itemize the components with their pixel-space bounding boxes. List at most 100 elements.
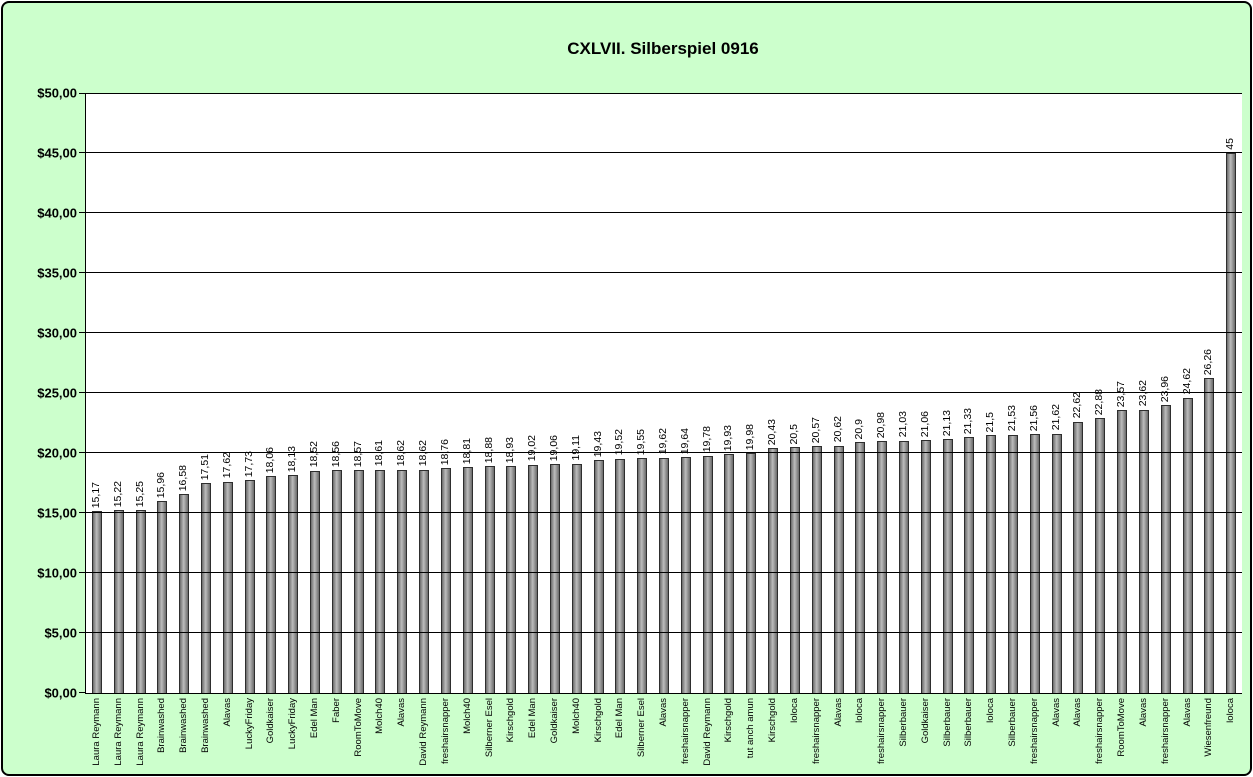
category-label: Alavas bbox=[832, 698, 844, 727]
bar-value-label: 16,58 bbox=[177, 464, 190, 492]
bar bbox=[1095, 418, 1106, 693]
category-label: freshairsnapper bbox=[810, 698, 822, 765]
category-label: Kirschgold bbox=[766, 698, 778, 743]
bar-value-label: 19,06 bbox=[548, 435, 561, 462]
bar-column: 23,57 bbox=[1111, 93, 1133, 693]
bar bbox=[135, 510, 146, 693]
bar-column: 21,13 bbox=[937, 93, 959, 693]
category-cell: freshairsnapper bbox=[675, 695, 697, 777]
category-label: loloca bbox=[985, 698, 996, 723]
bar-column: 15,17 bbox=[86, 93, 108, 693]
y-axis-tick bbox=[79, 692, 85, 693]
category-label: Alavas bbox=[1181, 698, 1193, 727]
bar bbox=[288, 475, 299, 693]
y-axis-label: $20,00 bbox=[37, 445, 77, 461]
category-cell: Silberbauer bbox=[1002, 695, 1024, 777]
category-label: Silberbauer bbox=[963, 698, 975, 747]
bar bbox=[353, 470, 364, 693]
y-axis-tick bbox=[79, 152, 85, 153]
bar-column: 18,62 bbox=[413, 93, 435, 693]
category-label: Goldkaiser bbox=[919, 698, 931, 744]
bar-column: 19,62 bbox=[653, 93, 675, 693]
category-label: Alavas bbox=[1050, 698, 1062, 727]
category-cell: Kirschgold bbox=[719, 695, 741, 777]
bar-value-label: 18,06 bbox=[264, 447, 277, 474]
category-cell: freshairsnapper bbox=[871, 695, 893, 777]
bar-column: 18,93 bbox=[500, 93, 522, 693]
bar-column: 17,62 bbox=[217, 93, 239, 693]
category-cell: tut anch amun bbox=[740, 695, 762, 777]
category-label: freshairsnapper bbox=[439, 698, 451, 765]
bar-value-label: 15,96 bbox=[155, 472, 168, 499]
bar-column: 17,51 bbox=[195, 93, 217, 693]
bar bbox=[637, 458, 648, 693]
bar-column: 26,26 bbox=[1198, 93, 1220, 693]
y-axis-tick bbox=[79, 93, 85, 94]
y-axis-label: $10,00 bbox=[37, 565, 77, 581]
y-axis-tick bbox=[79, 452, 85, 453]
bar-column: 19,93 bbox=[719, 93, 741, 693]
bar-column: 15,22 bbox=[108, 93, 130, 693]
y-axis: $0,00 $5,00 $10,00 $15,00 $20,00 $25,00 $30,00… bbox=[3, 86, 81, 701]
bar bbox=[811, 446, 822, 693]
category-cell: Alavas bbox=[217, 695, 239, 777]
category-label: Alavas bbox=[1072, 698, 1084, 727]
category-label: Alavas bbox=[396, 698, 408, 727]
bar bbox=[91, 510, 102, 693]
category-cell: Molch40 bbox=[370, 695, 392, 777]
category-label: Laura Reymann bbox=[134, 698, 146, 766]
gridline bbox=[86, 632, 1242, 633]
bar-value-label: 21,53 bbox=[1006, 405, 1019, 432]
bar bbox=[1073, 421, 1084, 693]
bar-column: 20,9 bbox=[849, 93, 871, 693]
bar-value-label: 26,26 bbox=[1202, 348, 1215, 375]
y-axis-label: $40,00 bbox=[37, 205, 77, 221]
category-cell: Laura Reymann bbox=[86, 695, 108, 777]
bar-value-label: 20,9 bbox=[853, 418, 866, 440]
y-axis-tick bbox=[79, 212, 85, 213]
bar bbox=[1182, 397, 1193, 693]
bar bbox=[833, 445, 844, 693]
category-cell: Brainwashed bbox=[173, 695, 195, 777]
y-axis-label: $15,00 bbox=[37, 505, 77, 521]
bar-value-label: 19,02 bbox=[526, 435, 539, 462]
bar bbox=[310, 470, 321, 693]
bar bbox=[986, 435, 997, 693]
bar-column: 18,88 bbox=[479, 93, 501, 693]
gridline bbox=[86, 93, 1242, 94]
y-axis-label: $0,00 bbox=[44, 685, 77, 701]
bar bbox=[1226, 153, 1237, 693]
category-cell: Alavas bbox=[1133, 695, 1155, 777]
category-label: Brainwashed bbox=[199, 698, 211, 753]
category-cell: Molch40 bbox=[457, 695, 479, 777]
bar-value-label: 19,98 bbox=[744, 423, 757, 451]
category-cell: Edel Man bbox=[304, 695, 326, 777]
category-cell: David Reymann bbox=[697, 695, 719, 777]
bar-value-label: 23,96 bbox=[1158, 376, 1171, 403]
bar bbox=[1160, 405, 1171, 693]
y-axis-label: $45,00 bbox=[37, 145, 77, 161]
category-label: Molch40 bbox=[570, 698, 582, 734]
bar bbox=[1051, 433, 1062, 693]
category-label: freshairsnapper bbox=[1028, 698, 1040, 765]
bar bbox=[1117, 410, 1128, 693]
category-label: Goldkaiser bbox=[548, 698, 560, 744]
category-label: Silberbauer bbox=[941, 698, 953, 747]
bar-column: 20,43 bbox=[762, 93, 784, 693]
category-cell: RoomToMove bbox=[1111, 695, 1133, 777]
bar-value-label: 22,88 bbox=[1093, 389, 1106, 416]
y-axis-label: $35,00 bbox=[37, 265, 77, 281]
category-label: Silberner Esel bbox=[483, 698, 495, 758]
bar-value-label: 18,52 bbox=[308, 441, 321, 468]
category-label: Laura Reymann bbox=[90, 698, 102, 766]
category-label: Silberbauer bbox=[1006, 698, 1018, 747]
category-cell: Silberbauer bbox=[959, 695, 981, 777]
bar-value-label: 20,43 bbox=[766, 418, 779, 445]
category-cell: Edel Man bbox=[610, 695, 632, 777]
category-cell: Goldkaiser bbox=[544, 695, 566, 777]
bar bbox=[898, 440, 909, 693]
category-label: freshairsnapper bbox=[1159, 698, 1171, 765]
category-label: loloca bbox=[1224, 698, 1236, 723]
y-axis-tick bbox=[79, 272, 85, 273]
